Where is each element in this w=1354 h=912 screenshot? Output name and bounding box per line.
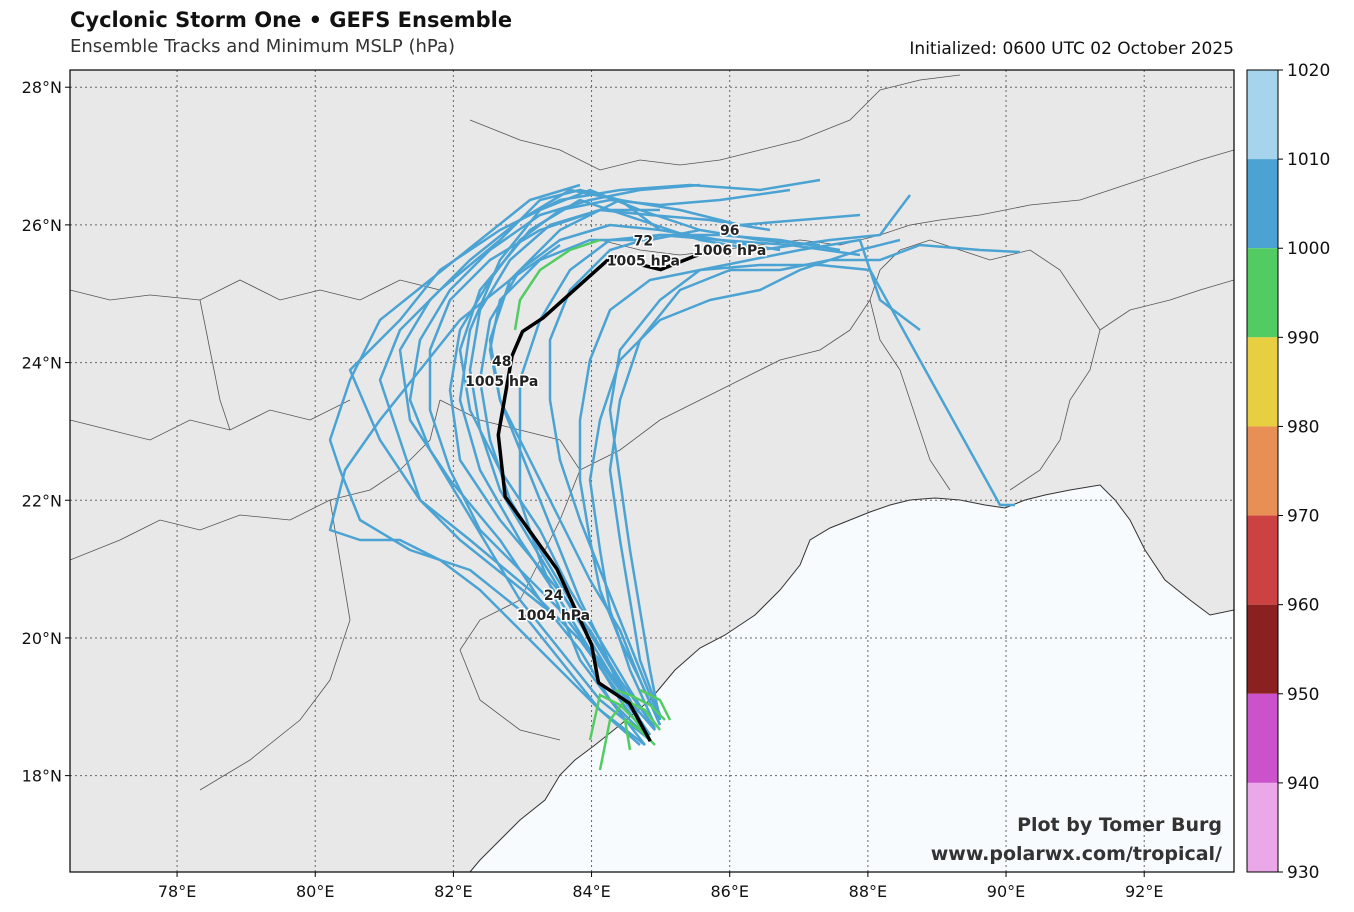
x-tick-label: 90°E bbox=[987, 882, 1025, 901]
admin-borders bbox=[70, 74, 1234, 791]
x-tick-label: 78°E bbox=[158, 882, 196, 901]
x-tick-label: 86°E bbox=[710, 882, 748, 901]
mean-track-mslp-label: 1006 hPa bbox=[693, 243, 766, 259]
colorbar-tick-label: 1020 bbox=[1287, 61, 1330, 81]
mean-track-mslp-label: 1004 hPa bbox=[517, 608, 590, 624]
colorbar-bin bbox=[1247, 70, 1278, 160]
mean-track-labels: 24 1004 hPa 48 1005 hPa 72 1005 hPa 96 1006 hPa bbox=[464, 222, 768, 626]
x-tick-label: 80°E bbox=[296, 882, 334, 901]
colorbar-tick-label: 990 bbox=[1287, 328, 1319, 348]
map-frame bbox=[69, 69, 1235, 873]
colorbar-bin bbox=[1247, 604, 1278, 694]
x-tick-label: 84°E bbox=[572, 882, 610, 901]
ensemble-tracks-green bbox=[513, 238, 672, 771]
colorbar-bin bbox=[1247, 248, 1278, 338]
colorbar-bin bbox=[1247, 337, 1278, 427]
ensemble-tracks bbox=[328, 178, 1021, 746]
init-time: Initialized: 0600 UTC 02 October 2025 bbox=[909, 39, 1234, 59]
y-tick-label: 22°N bbox=[22, 491, 62, 510]
y-tick-label: 26°N bbox=[22, 216, 62, 235]
mean-track-mslp-label: 1005 hPa bbox=[465, 374, 538, 390]
mean-track-hour-label: 96 bbox=[720, 223, 739, 239]
colorbar-bin bbox=[1247, 782, 1278, 872]
x-tick-label: 92°E bbox=[1125, 882, 1163, 901]
colorbar: 1020 1010 1000 990 980 970 960 950 940 930 bbox=[1246, 61, 1330, 883]
colorbar-tick-label: 930 bbox=[1287, 863, 1319, 883]
x-tick-label: 88°E bbox=[849, 882, 887, 901]
colorbar-tick-label: 970 bbox=[1287, 507, 1319, 527]
y-tick-label: 20°N bbox=[22, 629, 62, 648]
mean-track-hour-label: 24 bbox=[544, 588, 564, 604]
mean-track-hour-label: 72 bbox=[634, 234, 653, 250]
colorbar-tick-label: 1010 bbox=[1287, 150, 1330, 170]
x-tick-label: 82°E bbox=[434, 882, 472, 901]
chart-subtitle: Ensemble Tracks and Minimum MSLP (hPa) bbox=[70, 36, 456, 57]
credit-line2: www.polarwx.com/tropical/ bbox=[931, 843, 1222, 865]
colorbar-tick-label: 940 bbox=[1287, 774, 1319, 794]
colorbar-bin bbox=[1247, 426, 1278, 516]
colorbar-bin bbox=[1247, 693, 1278, 783]
colorbar-tick-label: 960 bbox=[1287, 596, 1319, 616]
colorbar-tick-label: 1000 bbox=[1287, 239, 1330, 259]
mean-track-hour-label: 48 bbox=[492, 354, 511, 370]
mean-track bbox=[496, 243, 731, 743]
y-tick-label: 18°N bbox=[22, 767, 62, 786]
y-tick-label: 28°N bbox=[22, 78, 62, 97]
mean-track-mslp-label: 1005 hPa bbox=[607, 254, 680, 270]
chart-title: Cyclonic Storm One • GEFS Ensemble bbox=[70, 8, 513, 32]
y-tick-label: 24°N bbox=[22, 354, 62, 373]
colorbar-frame bbox=[1246, 69, 1279, 873]
credit-line1: Plot by Tomer Burg bbox=[1017, 814, 1222, 836]
colorbar-tick-label: 950 bbox=[1287, 685, 1319, 705]
colorbar-bin bbox=[1247, 159, 1278, 249]
axis-ticks: 78°E 80°E 82°E 84°E 86°E 88°E 90°E 92°E 18°N 20°N… bbox=[22, 78, 1164, 901]
colorbar-tick-label: 980 bbox=[1287, 417, 1319, 437]
map-area: 24 1004 hPa 48 1005 hPa 72 1005 hPa 96 1006 hPa… bbox=[70, 70, 1234, 872]
colorbar-bin bbox=[1247, 515, 1278, 605]
